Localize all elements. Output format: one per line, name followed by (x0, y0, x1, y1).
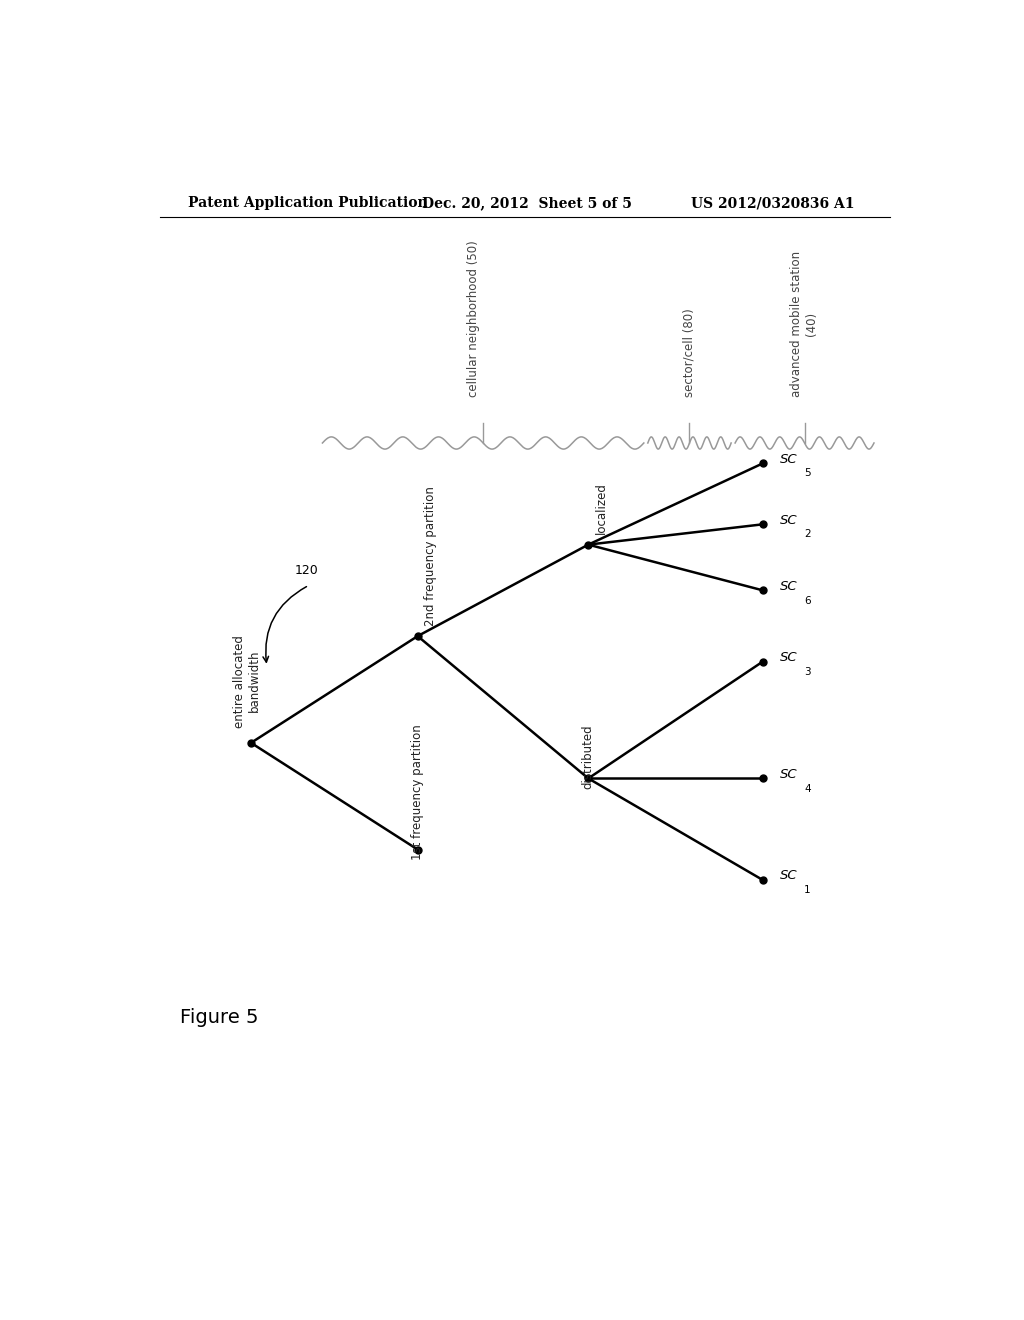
Text: 1: 1 (804, 886, 811, 895)
Text: SC: SC (780, 870, 798, 883)
Text: 6: 6 (804, 595, 811, 606)
Text: US 2012/0320836 A1: US 2012/0320836 A1 (691, 197, 855, 210)
Text: 5: 5 (804, 469, 811, 478)
Text: SC: SC (780, 453, 798, 466)
Text: 2: 2 (804, 529, 811, 540)
Text: localized: localized (595, 483, 607, 535)
Text: SC: SC (780, 651, 798, 664)
Text: Dec. 20, 2012  Sheet 5 of 5: Dec. 20, 2012 Sheet 5 of 5 (422, 197, 632, 210)
Text: 3: 3 (804, 667, 811, 677)
Text: entire allocated
bandwidth: entire allocated bandwidth (233, 635, 261, 727)
Text: SC: SC (780, 768, 798, 781)
Text: SC: SC (780, 579, 798, 593)
Text: cellular neighborhood (50): cellular neighborhood (50) (467, 240, 479, 397)
Text: 120: 120 (295, 564, 318, 577)
Text: 4: 4 (804, 784, 811, 793)
Text: distributed: distributed (582, 723, 595, 788)
Text: 1st frequency partition: 1st frequency partition (411, 723, 424, 859)
Text: advanced mobile station
(40): advanced mobile station (40) (791, 251, 818, 397)
Text: Patent Application Publication: Patent Application Publication (187, 197, 427, 210)
Text: Figure 5: Figure 5 (179, 1007, 258, 1027)
Text: SC: SC (780, 513, 798, 527)
Text: sector/cell (80): sector/cell (80) (683, 309, 695, 397)
Text: 2nd frequency partition: 2nd frequency partition (424, 486, 437, 626)
